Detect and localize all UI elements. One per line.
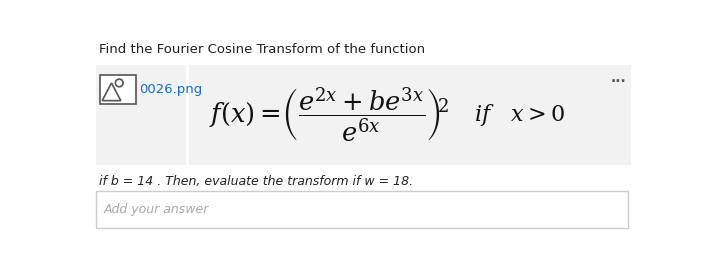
Bar [96, 191, 628, 228]
Text: Find the Fourier Cosine Transform of the function: Find the Fourier Cosine Transform of the… [99, 43, 425, 56]
Text: $\mathit{if}\quad \mathit{x}>0$: $\mathit{if}\quad \mathit{x}>0$ [474, 102, 565, 128]
Text: if b = 14 . Then, evaluate the transform if w = 18.: if b = 14 . Then, evaluate the transform… [99, 175, 413, 188]
Text: Add your answer: Add your answer [104, 203, 209, 216]
Text: 0026.png: 0026.png [139, 83, 203, 96]
Text: $\mathit{f}(\mathit{x}){=}\!\left(\dfrac{e^{2x}+be^{3x}}{e^{6x}}\right)^{\!\!2}$: $\mathit{f}(\mathit{x}){=}\!\left(\dfrac… [209, 85, 448, 145]
Bar [96, 65, 186, 165]
Bar [100, 75, 136, 104]
Text: ...: ... [611, 72, 626, 85]
Bar [189, 65, 623, 165]
Bar [623, 65, 630, 165]
